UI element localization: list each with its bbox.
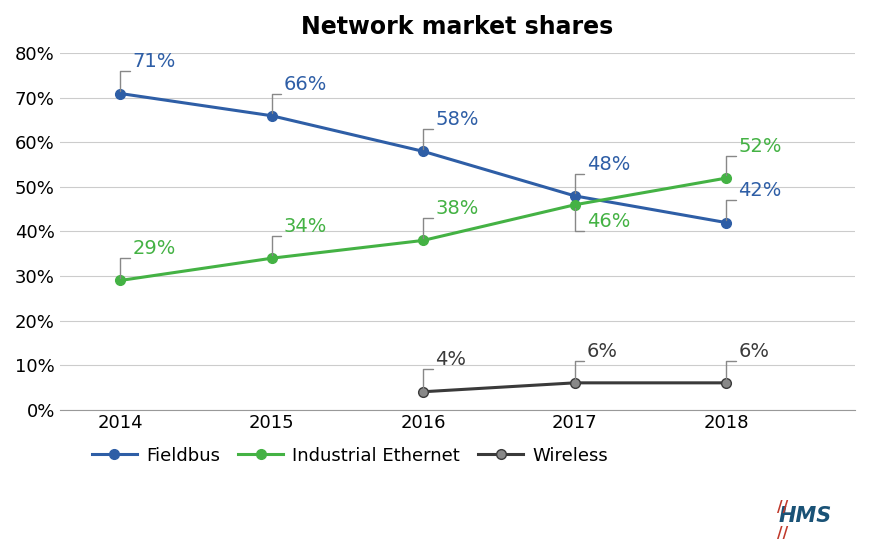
Text: 58%: 58% (434, 110, 478, 129)
Text: //: // (776, 500, 787, 515)
Legend: Fieldbus, Industrial Ethernet, Wireless: Fieldbus, Industrial Ethernet, Wireless (84, 439, 614, 472)
Text: 71%: 71% (132, 52, 176, 71)
Text: HMS: HMS (778, 506, 831, 526)
Text: //: // (776, 526, 787, 541)
Text: 6%: 6% (587, 341, 617, 360)
Text: 52%: 52% (738, 137, 781, 156)
Text: 48%: 48% (587, 155, 629, 174)
Text: 4%: 4% (434, 350, 466, 369)
Text: 6%: 6% (738, 341, 768, 360)
Text: 46%: 46% (587, 213, 629, 232)
Text: 34%: 34% (283, 217, 327, 236)
Text: 66%: 66% (283, 75, 327, 94)
Text: 29%: 29% (132, 239, 176, 258)
Text: 38%: 38% (434, 199, 478, 218)
Title: Network market shares: Network market shares (301, 15, 613, 39)
Text: 42%: 42% (738, 182, 781, 201)
